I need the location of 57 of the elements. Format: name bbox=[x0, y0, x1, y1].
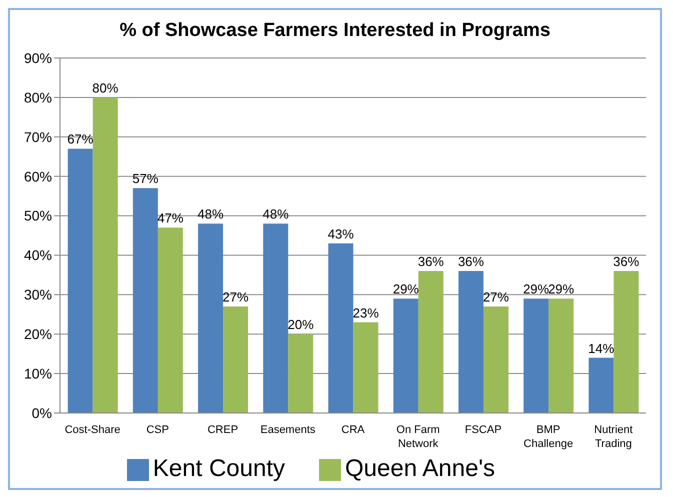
bar bbox=[92, 97, 118, 413]
data-label: 29% bbox=[523, 282, 550, 297]
y-tick-label: 60% bbox=[24, 168, 52, 184]
legend-label: Kent County bbox=[152, 455, 286, 482]
x-tick-label: CRA bbox=[341, 424, 366, 436]
data-label: 20% bbox=[288, 317, 314, 332]
y-tick-label: 40% bbox=[24, 247, 52, 264]
bar bbox=[158, 228, 183, 413]
y-tick-label: 70% bbox=[24, 128, 52, 145]
data-label: 36% bbox=[458, 254, 484, 269]
data-label: 36% bbox=[418, 254, 444, 269]
data-label: 23% bbox=[352, 305, 380, 320]
y-tick-label: 90% bbox=[24, 50, 52, 66]
data-label: 36% bbox=[613, 254, 640, 269]
bar bbox=[353, 322, 378, 413]
data-label: 48% bbox=[198, 206, 224, 222]
bar bbox=[393, 298, 418, 413]
data-label: 80% bbox=[92, 80, 119, 96]
legend-label: Queen Anne's bbox=[345, 455, 496, 482]
x-tick-label: Nutrient Trading bbox=[594, 424, 633, 450]
data-label: 67% bbox=[67, 132, 94, 147]
data-label: 43% bbox=[328, 226, 354, 242]
bar bbox=[588, 358, 614, 413]
chart-title: % of Showcase Farmers Interested in Programs bbox=[118, 19, 552, 43]
data-label: 48% bbox=[262, 206, 290, 222]
x-tick-label: FSCAP bbox=[464, 424, 502, 436]
bar bbox=[132, 188, 158, 413]
data-label: 29% bbox=[392, 282, 420, 297]
data-label: 27% bbox=[482, 290, 510, 304]
x-tick-label: Easements bbox=[260, 424, 316, 436]
bar bbox=[524, 298, 549, 413]
data-label: 14% bbox=[588, 340, 615, 356]
x-tick-label: On Farm Network bbox=[396, 424, 440, 450]
bar bbox=[223, 306, 248, 413]
bar bbox=[418, 271, 444, 413]
y-tick-label: 30% bbox=[24, 286, 52, 303]
x-tick-label: CREP bbox=[207, 424, 238, 436]
bar bbox=[483, 306, 508, 413]
data-label: 27% bbox=[222, 290, 249, 304]
bar bbox=[198, 224, 224, 413]
y-tick-label: 0% bbox=[32, 404, 52, 421]
bar bbox=[68, 148, 93, 413]
bar bbox=[458, 271, 484, 413]
bar bbox=[614, 271, 639, 413]
y-tick-label: 50% bbox=[24, 208, 52, 224]
bar bbox=[548, 298, 574, 413]
x-tick-label: CSP bbox=[146, 424, 169, 436]
y-tick-label: 20% bbox=[24, 326, 52, 342]
bar bbox=[328, 243, 354, 413]
data-label: 57% bbox=[132, 171, 159, 186]
data-label: 29% bbox=[548, 282, 575, 297]
x-tick-label: Cost-Share bbox=[64, 424, 120, 436]
bar bbox=[263, 224, 288, 413]
y-tick-label: 10% bbox=[24, 366, 52, 382]
y-tick-label: 80% bbox=[24, 89, 52, 106]
bar bbox=[288, 334, 314, 413]
x-tick-label: BMP Challenge bbox=[524, 424, 574, 450]
